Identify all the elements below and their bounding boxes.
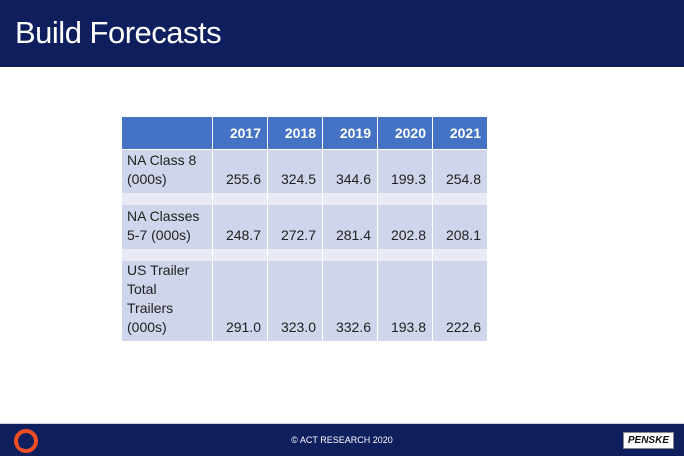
row-label: NA Class 8 (000s) bbox=[121, 149, 213, 193]
table-row: US Trailer Total Trailers (000s) 291.0 323… bbox=[121, 261, 488, 341]
label-line: US Trailer bbox=[127, 262, 190, 278]
cell: 254.8 bbox=[432, 149, 488, 193]
row-label: US Trailer Total Trailers (000s) bbox=[121, 261, 213, 341]
row-label: NA Classes 5-7 (000s) bbox=[121, 205, 213, 249]
table-row: NA Classes 5-7 (000s) 248.7 272.7 281.4 2… bbox=[121, 205, 488, 249]
spacer-row bbox=[121, 193, 488, 205]
label-line: (000s) bbox=[127, 319, 167, 335]
forecast-table: 2017 2018 2019 2020 2021 NA Class 8 (000s… bbox=[121, 117, 488, 341]
header-row: 2017 2018 2019 2020 2021 bbox=[121, 117, 488, 150]
spacer-row bbox=[121, 249, 488, 261]
cell: 281.4 bbox=[322, 205, 378, 249]
year-header: 2019 bbox=[322, 117, 378, 150]
footer-bar: © ACT RESEARCH 2020 PENSKE bbox=[0, 423, 684, 456]
label-line: Total Trailers bbox=[127, 281, 174, 316]
cell: 291.0 bbox=[212, 261, 268, 341]
label-line: 5-7 (000s) bbox=[127, 227, 191, 243]
cell: 222.6 bbox=[432, 261, 488, 341]
year-header: 2021 bbox=[432, 117, 488, 150]
table-row: NA Class 8 (000s) 255.6 324.5 344.6 199.3… bbox=[121, 149, 488, 193]
cell: 255.6 bbox=[212, 149, 268, 193]
cell: 332.6 bbox=[322, 261, 378, 341]
title-bar: Build Forecasts bbox=[0, 0, 684, 67]
cell: 323.0 bbox=[267, 261, 323, 341]
cell: 324.5 bbox=[267, 149, 323, 193]
cell: 193.8 bbox=[377, 261, 433, 341]
penske-logo: PENSKE bbox=[622, 432, 674, 449]
cell: 199.3 bbox=[377, 149, 433, 193]
year-header: 2017 bbox=[212, 117, 268, 150]
slide-title: Build Forecasts bbox=[15, 15, 222, 50]
act-logo-icon bbox=[14, 429, 38, 453]
label-line: (000s) bbox=[127, 171, 167, 187]
cell: 272.7 bbox=[267, 205, 323, 249]
year-header: 2018 bbox=[267, 117, 323, 150]
label-line: NA Classes bbox=[127, 208, 200, 224]
copyright-text: © ACT RESEARCH 2020 bbox=[291, 435, 393, 445]
cell: 248.7 bbox=[212, 205, 268, 249]
corner-cell bbox=[121, 117, 213, 150]
cell: 344.6 bbox=[322, 149, 378, 193]
cell: 202.8 bbox=[377, 205, 433, 249]
cell: 208.1 bbox=[432, 205, 488, 249]
year-header: 2020 bbox=[377, 117, 433, 150]
label-line: NA Class 8 bbox=[127, 152, 197, 168]
